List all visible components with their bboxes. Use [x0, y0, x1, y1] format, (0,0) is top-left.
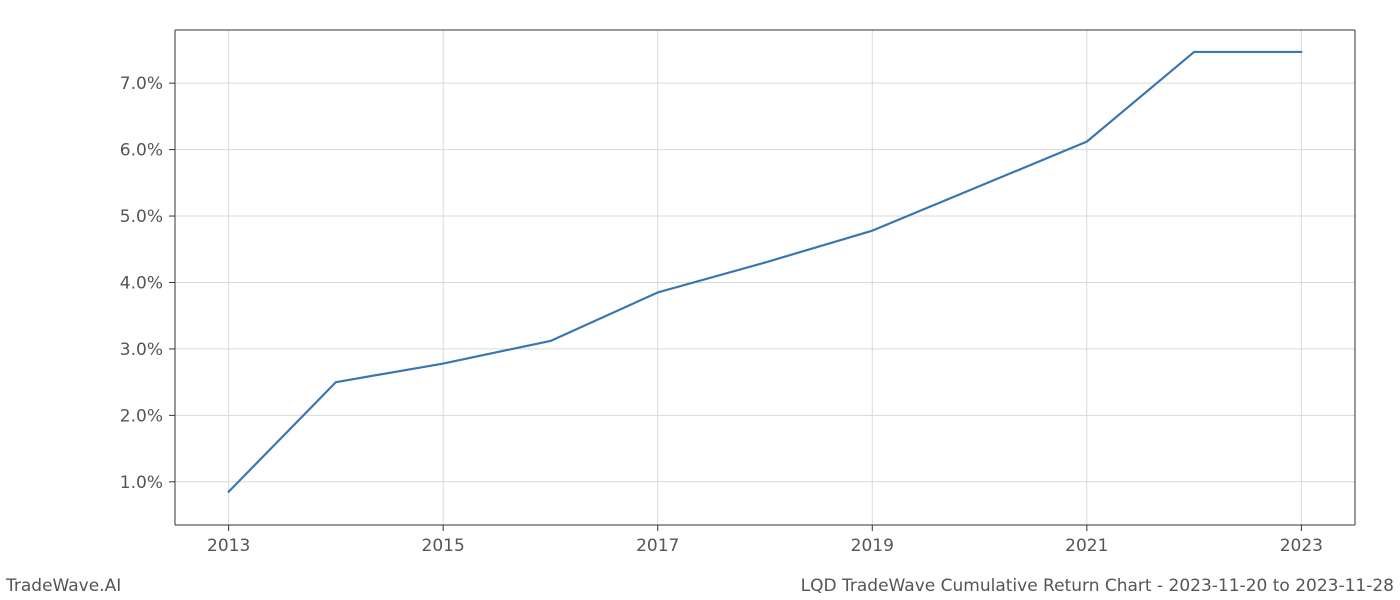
- y-tick-label: 3.0%: [120, 340, 163, 360]
- chart-container: 1.0% 2.0% 3.0% 4.0% 5.0% 6.0% 7.0% 2013 2015 201…: [0, 0, 1400, 600]
- x-tick-label: 2013: [207, 536, 250, 556]
- x-tick-label: 2017: [636, 536, 679, 556]
- y-tick-label: 5.0%: [120, 207, 163, 227]
- chart-bg: [0, 0, 1400, 600]
- y-tick-label: 2.0%: [120, 406, 163, 426]
- x-tick-label: 2019: [851, 536, 894, 556]
- y-tick-label: 7.0%: [120, 74, 163, 94]
- footer-left-label: TradeWave.AI: [6, 576, 121, 596]
- y-tick-label: 4.0%: [120, 273, 163, 293]
- x-tick-label: 2015: [422, 536, 465, 556]
- y-tick-label: 6.0%: [120, 141, 163, 161]
- footer-right-label: LQD TradeWave Cumulative Return Chart - …: [801, 576, 1394, 596]
- line-chart: 1.0% 2.0% 3.0% 4.0% 5.0% 6.0% 7.0% 2013 2015 201…: [0, 0, 1400, 600]
- x-tick-label: 2023: [1280, 536, 1323, 556]
- x-tick-label: 2021: [1065, 536, 1108, 556]
- y-tick-label: 1.0%: [120, 473, 163, 493]
